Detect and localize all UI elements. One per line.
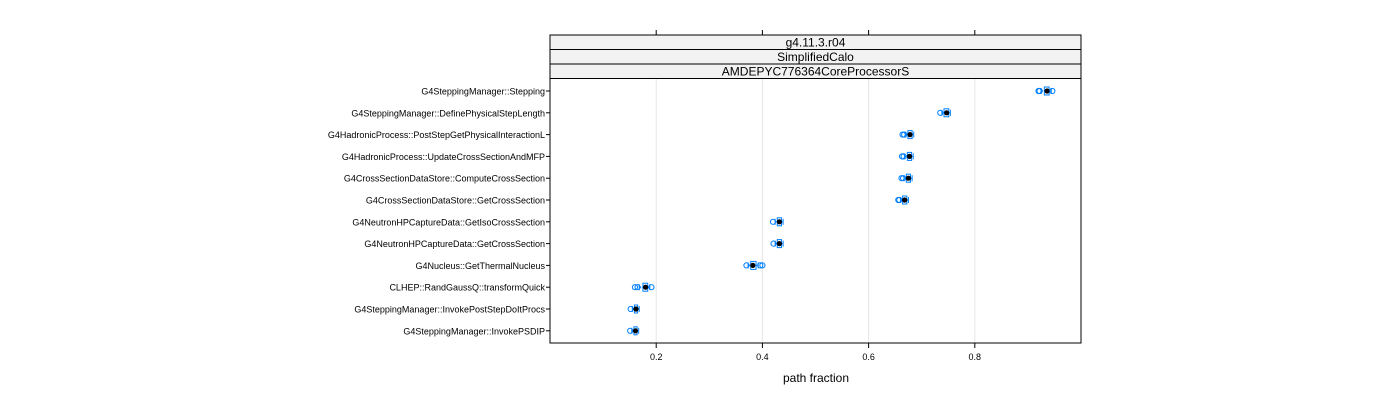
box-plot <box>631 282 655 292</box>
outlier-point <box>1049 87 1056 95</box>
category-label: G4NeutronHPCaptureData::GetIsoCrossSecti… <box>352 217 545 227</box>
category-label: G4SteppingManager::Stepping <box>421 87 545 97</box>
outlier-point <box>631 284 639 291</box>
x-axis-label: path fraction <box>783 371 849 385</box>
strip-label: SimplifiedCalo <box>777 50 854 64</box>
category-label: G4HadronicProcess::PostStepGetPhysicalIn… <box>328 130 545 140</box>
box-plot <box>937 108 951 118</box>
panel-border <box>549 78 1082 344</box>
category-label: CLHEP::RandGaussQ::transformQuick <box>389 283 545 293</box>
median-point <box>776 241 782 247</box>
box-plot <box>898 173 913 183</box>
category-label: G4CrossSectionDataStore::GetCrossSection <box>366 196 545 206</box>
box-plot <box>627 304 640 314</box>
outlier-point <box>634 284 641 291</box>
strip-headers: g4.11.3.r04SimplifiedCaloAMDEPYC776364Co… <box>549 34 1082 79</box>
median-point <box>944 110 950 116</box>
x-tick-label: 0.6 <box>862 352 875 362</box>
strip-label: g4.11.3.r04 <box>786 35 846 49</box>
strip-label: AMDEPYC776364CoreProcessorS <box>722 64 909 78</box>
outlier-point <box>900 175 907 182</box>
grid-lines <box>655 78 976 343</box>
x-tick-label: 0.8 <box>969 352 982 362</box>
category-labels: G4SteppingManager::SteppingG4SteppingMan… <box>328 87 550 336</box>
outlier-point <box>757 262 764 269</box>
median-point <box>776 219 782 225</box>
median-point <box>907 132 913 138</box>
box-plot <box>769 217 784 227</box>
box-plot <box>895 195 909 205</box>
outlier-point <box>896 196 903 204</box>
median-point <box>902 197 908 203</box>
category-label: G4HadronicProcess::UpdateCrossSectionAnd… <box>342 152 545 162</box>
outlier-point <box>770 240 777 247</box>
box-plot <box>770 239 784 249</box>
median-point <box>642 284 649 290</box>
outlier-point <box>1036 87 1043 95</box>
box-plot <box>899 130 915 140</box>
outlier-point <box>648 284 655 291</box>
x-tick-label: 0.4 <box>756 352 769 362</box>
plot-frame <box>549 30 1082 344</box>
box-plot <box>743 260 766 270</box>
median-point <box>633 306 639 312</box>
median-point <box>905 175 912 181</box>
x-tick-label: 0.2 <box>650 352 663 362</box>
box-plot <box>627 326 640 336</box>
category-label: G4NeutronHPCaptureData::GetCrossSection <box>364 239 545 249</box>
outlier-point <box>937 109 944 116</box>
outlier-point <box>627 327 634 334</box>
outlier-point <box>769 218 777 225</box>
box-plot <box>1035 86 1056 96</box>
median-point <box>750 262 756 268</box>
x-axis: 0.2 0.4 0.6 0.8 <box>650 343 981 362</box>
outlier-point <box>901 131 908 138</box>
box-plots <box>627 86 1056 336</box>
box-plot <box>898 151 914 161</box>
category-label: G4SteppingManager::InvokePostStepDoItPro… <box>354 305 545 315</box>
outlier-point <box>627 305 634 313</box>
outlier-point <box>900 153 907 160</box>
category-label: G4CrossSectionDataStore::ComputeCrossSec… <box>344 174 545 184</box>
category-label: G4SteppingManager::InvokePSDIP <box>403 326 545 336</box>
outlier-point <box>743 262 750 269</box>
category-label: G4Nucleus::GetThermalNucleus <box>415 261 545 271</box>
outlier-point <box>759 262 766 269</box>
category-label: G4SteppingManager::DefinePhysicalStepLen… <box>351 108 545 118</box>
median-point <box>1044 88 1050 94</box>
median-point <box>906 153 913 159</box>
median-point <box>632 328 639 334</box>
